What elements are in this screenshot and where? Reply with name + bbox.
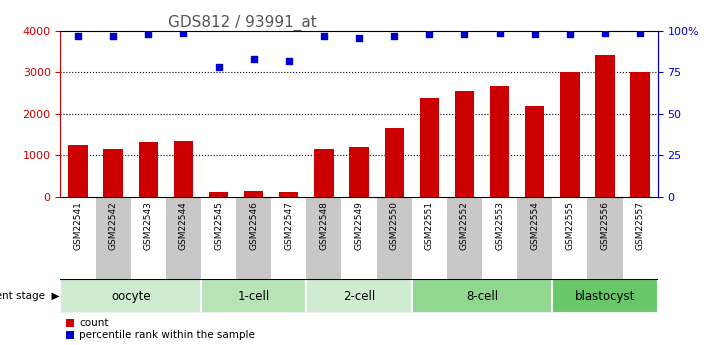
Text: oocyte: oocyte [111,290,151,303]
Point [388,33,400,39]
Text: GSM22557: GSM22557 [636,201,645,250]
Bar [131,197,166,279]
Point [213,65,224,70]
Text: GSM22541: GSM22541 [73,201,82,250]
Bar [412,279,552,313]
Bar [552,197,587,279]
Point [459,32,470,37]
Bar [60,279,201,313]
Text: GSM22546: GSM22546 [249,201,258,250]
Bar [419,98,439,197]
Text: 1-cell: 1-cell [237,290,269,303]
Bar [412,197,447,279]
Bar [139,142,158,197]
Bar [517,197,552,279]
Text: development stage  ▶: development stage ▶ [0,291,60,301]
Point [73,33,84,39]
Bar [349,147,369,197]
Bar [623,197,658,279]
Point [143,32,154,37]
Bar [166,197,201,279]
Point [564,32,575,37]
Text: GSM22549: GSM22549 [355,201,363,250]
Text: GSM22551: GSM22551 [424,201,434,250]
Legend: count, percentile rank within the sample: count, percentile rank within the sample [65,318,255,341]
Bar [377,197,412,279]
Bar [455,91,474,197]
Bar [552,279,658,313]
Bar [60,197,95,279]
Bar [236,197,271,279]
Bar [482,197,517,279]
Text: GSM22545: GSM22545 [214,201,223,250]
Point [494,30,506,36]
Point [178,30,189,36]
Point [529,32,540,37]
Text: GSM22550: GSM22550 [390,201,399,250]
Bar [173,141,193,197]
Text: 2-cell: 2-cell [343,290,375,303]
Point [248,57,260,62]
Bar [595,55,614,197]
Point [599,30,611,36]
Bar [341,197,377,279]
Bar [490,86,509,197]
Bar [209,192,228,197]
Text: GDS812 / 93991_at: GDS812 / 93991_at [168,15,316,31]
Text: GSM22542: GSM22542 [109,201,117,249]
Text: GSM22553: GSM22553 [495,201,504,250]
Point [634,30,646,36]
Point [107,33,119,39]
Bar [306,197,341,279]
Text: GSM22547: GSM22547 [284,201,294,250]
Text: GSM22544: GSM22544 [179,201,188,249]
Text: GSM22556: GSM22556 [601,201,609,250]
Point [319,33,330,39]
Point [283,58,294,63]
Bar [201,197,236,279]
Text: GSM22554: GSM22554 [530,201,539,250]
Bar [104,149,123,197]
Bar [560,72,579,197]
Bar [244,191,263,197]
Bar [68,145,87,197]
Bar [201,279,306,313]
Bar [525,106,545,197]
Bar [279,192,299,197]
Bar [385,128,404,197]
Text: GSM22548: GSM22548 [319,201,328,250]
Bar [306,279,412,313]
Point [424,32,435,37]
Point [353,35,365,40]
Text: 8-cell: 8-cell [466,290,498,303]
Bar [587,197,623,279]
Text: blastocyst: blastocyst [574,290,635,303]
Text: GSM22552: GSM22552 [460,201,469,250]
Text: GSM22555: GSM22555 [565,201,574,250]
Text: GSM22543: GSM22543 [144,201,153,250]
Bar [447,197,482,279]
Bar [631,72,650,197]
Bar [95,197,131,279]
Bar [271,197,306,279]
Bar [314,149,333,197]
